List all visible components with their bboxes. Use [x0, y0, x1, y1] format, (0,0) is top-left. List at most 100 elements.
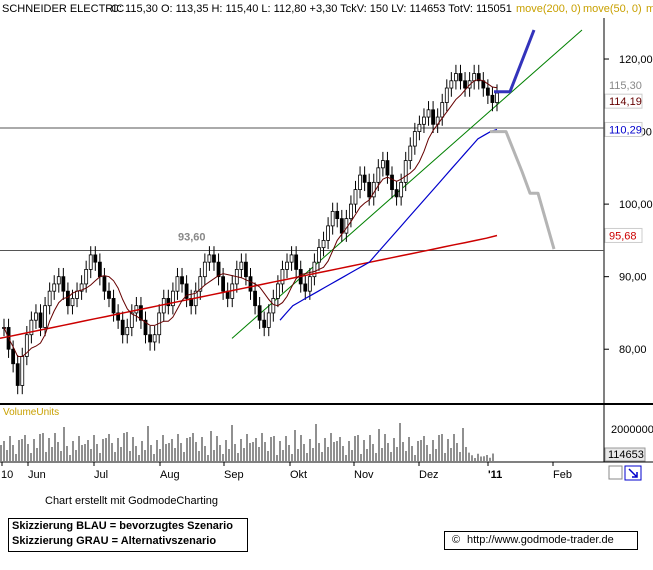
- candle-body: [472, 73, 477, 82]
- x-tick-label: Sep: [224, 469, 244, 481]
- candle-body: [198, 276, 203, 292]
- candle-body: [399, 181, 404, 198]
- candle-body: [285, 261, 289, 270]
- candle-body: [207, 254, 212, 263]
- ma200-line: [0, 234, 498, 340]
- candle-body: [120, 319, 125, 336]
- price-panel: [0, 18, 604, 404]
- candle-body: [266, 312, 271, 328]
- candle-body: [444, 87, 449, 103]
- volume-bars: [0, 423, 494, 461]
- x-tick-label: Nov: [354, 469, 374, 481]
- y-tick-label: 120,00: [619, 54, 653, 66]
- candle-body: [20, 356, 25, 386]
- y-tick-label: 80,00: [619, 344, 647, 356]
- candle-body: [97, 261, 102, 278]
- x-tick-label: Dez: [419, 469, 439, 481]
- candle-body: [148, 334, 152, 343]
- candle-body: [61, 276, 66, 292]
- x-tick-label: Aug: [160, 469, 180, 481]
- candle-body: [29, 319, 34, 336]
- candle-body: [275, 283, 280, 299]
- candle-body: [239, 261, 244, 270]
- candle-body: [454, 73, 458, 82]
- candle-body: [79, 283, 84, 292]
- candle-body: [463, 80, 467, 89]
- x-tick-label: '11: [488, 469, 502, 481]
- price-labels: 115,30 114,19 110,29 95,68: [604, 80, 643, 243]
- candle-body: [280, 269, 285, 285]
- candle-body: [403, 160, 408, 183]
- website-url[interactable]: http://www.godmode-trader.de: [467, 534, 614, 546]
- candle-body: [93, 254, 98, 263]
- grey-scenario-path: [490, 130, 556, 250]
- candle-body: [431, 109, 435, 125]
- volume-last-label: 114653: [608, 449, 644, 461]
- candle-body: [248, 276, 253, 292]
- candle-body: [262, 319, 267, 328]
- candle-body: [152, 334, 157, 343]
- scroll-left-button[interactable]: [608, 465, 623, 480]
- candle-body: [339, 218, 344, 234]
- candle-body: [43, 305, 47, 328]
- candle-body: [303, 283, 308, 292]
- x-tick-label: 10: [1, 469, 13, 481]
- candle-body: [221, 276, 226, 292]
- candle-body: [307, 276, 312, 292]
- price-label: 115,30: [609, 80, 642, 92]
- candle-body: [458, 73, 463, 82]
- candle-body: [102, 276, 107, 292]
- x-axis-labels: 10 Jun Jul Aug Sep Okt Nov Dez '11 Feb: [1, 462, 572, 481]
- y-tick-label: 100,00: [619, 199, 653, 211]
- candle-body: [257, 305, 262, 321]
- candle-body: [353, 189, 358, 205]
- candle-body: [24, 334, 29, 357]
- ma50-line: [279, 128, 498, 321]
- volume-tick-label: 2000000: [611, 424, 653, 436]
- candle-body: [326, 225, 331, 241]
- candle-body: [321, 239, 326, 249]
- x-tick-label: Feb: [553, 469, 572, 481]
- header-quote: C: 115,30 O: 113,35 H: 115,40 L: 112,80 …: [111, 3, 512, 15]
- chart-credit: Chart erstellt mit GodmodeCharting: [45, 495, 219, 507]
- volume-last-box: [604, 447, 646, 462]
- website-link[interactable]: © http://www.godmode-trader.de: [444, 531, 638, 550]
- scenario-legend: Skizzierung BLAU = bevorzugtes Szenario …: [8, 518, 248, 552]
- moving-averages: [0, 79, 498, 357]
- candle-body: [70, 298, 75, 307]
- candle-body: [312, 261, 317, 278]
- candle-body: [485, 87, 490, 96]
- candle-body: [129, 312, 134, 328]
- candle-body: [317, 247, 321, 263]
- header-ma200: move(200, 0): [516, 3, 581, 15]
- arrow-icon: [628, 468, 638, 478]
- blue-scenario-path: [494, 29, 536, 94]
- legend-grey: Skizzierung GRAU = Alternativszenario: [12, 535, 217, 547]
- candle-body: [358, 174, 362, 191]
- volume-label: VolumeUnits: [3, 407, 59, 418]
- candle-body: [56, 276, 61, 285]
- candle-body: [412, 131, 417, 147]
- scenario-sketches: [490, 29, 556, 250]
- header-ma-more: m: [646, 3, 653, 15]
- candle-body: [125, 327, 130, 336]
- y-tick-label: 90,00: [619, 272, 647, 284]
- candle-body: [367, 181, 372, 198]
- candle-body: [175, 276, 180, 292]
- candle-body: [440, 102, 445, 118]
- candle-body: [47, 290, 52, 307]
- trendline: [231, 29, 583, 339]
- price-label: 95,68: [609, 230, 637, 242]
- candle-body: [107, 290, 111, 299]
- candle-body: [52, 283, 57, 292]
- candle-body: [294, 254, 299, 270]
- candle-body: [88, 254, 93, 270]
- header-ma50: move(50, 0): [583, 3, 642, 15]
- candle-body: [143, 319, 148, 336]
- candle-body: [212, 254, 216, 263]
- candle-body: [349, 203, 353, 220]
- candle-body: [449, 80, 454, 89]
- candle-body: [66, 290, 70, 307]
